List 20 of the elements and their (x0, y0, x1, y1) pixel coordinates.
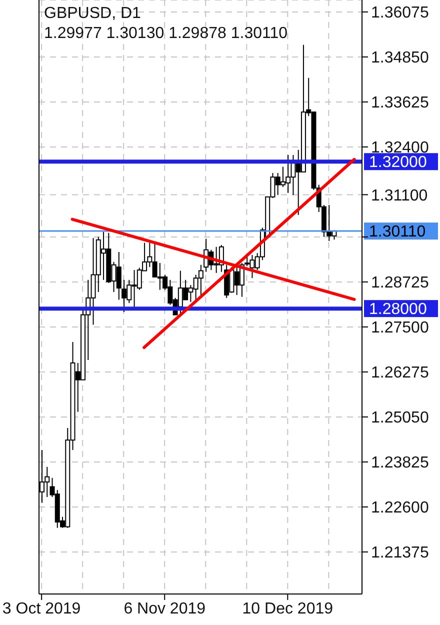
y-tick-label: 1.22600 (371, 500, 429, 517)
y-tick-label: 1.26275 (371, 364, 429, 382)
y-tick-label: 1.34850 (371, 50, 429, 67)
y-tick-label: 1.23825 (371, 454, 429, 472)
text: 1.29977 1.30130 1.29878 1.30110 (44, 24, 288, 44)
y-tick-label: 1.25050 (371, 410, 429, 427)
x-tick-label: 10 Dec 2019 (242, 600, 334, 618)
y-tick-label: 1.32400 (371, 140, 429, 157)
ref-line-label: 1.32000 (369, 154, 427, 172)
y-tick-label: 1.21375 (371, 544, 429, 562)
y-tick-label: 1.33625 (371, 94, 429, 112)
x-tick-label: 6 Nov 2019 (124, 600, 206, 618)
y-tick-label: 1.27500 (371, 320, 429, 337)
ref-line-label: 1.30110 (369, 224, 426, 241)
chart-title: GBPUSD, D1 (44, 4, 141, 24)
ref-line-label: 1.28000 (369, 301, 427, 318)
y-tick-label: 1.31100 (371, 187, 428, 204)
y-tick-label: 1.28725 (371, 274, 429, 292)
y-tick-label: 1.36075 (371, 4, 429, 22)
x-tick-label: 3 Oct 2019 (2, 600, 81, 618)
